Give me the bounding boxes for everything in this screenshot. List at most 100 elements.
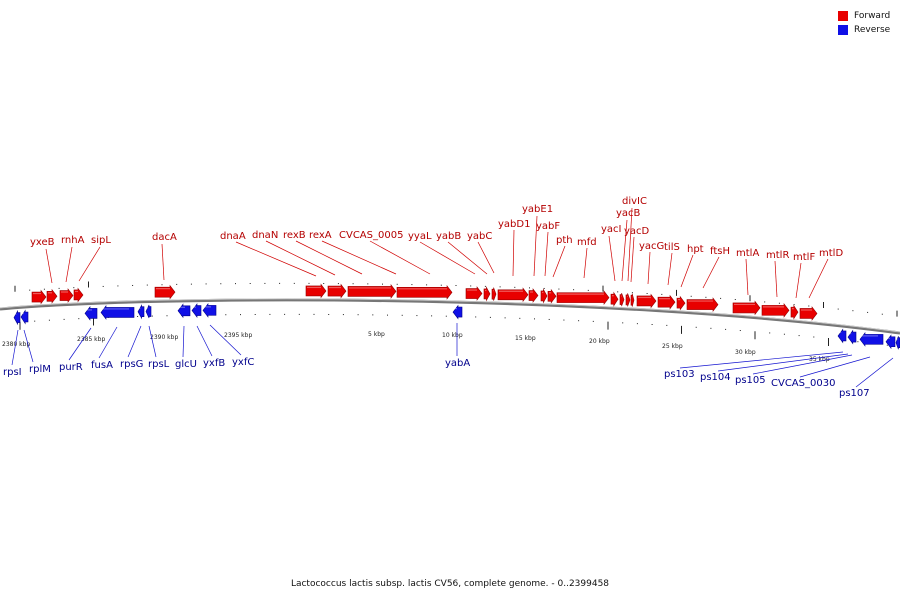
forward-leader-line (680, 254, 694, 288)
reverse-gene-arrow (20, 309, 29, 325)
forward-gene-label[interactable]: rnhA (61, 235, 85, 246)
reverse-gene-label[interactable]: fusA (91, 360, 113, 371)
strand-legend: Forward Reverse (838, 9, 890, 37)
forward-gene-label[interactable]: mfd (577, 237, 597, 248)
forward-gene-arrow (556, 290, 610, 306)
forward-leader-line (702, 256, 720, 289)
scale-label: 20 kbp (589, 338, 610, 345)
forward-gene-arrow (636, 293, 657, 309)
scale-labels: 2380 kbp 2385 kbp 2390 kbp 2395 kbp 5 kb… (2, 331, 830, 363)
reverse-leader-line (799, 356, 871, 378)
forward-gene-label[interactable]: mtlF (793, 252, 815, 263)
forward-leader-line (533, 215, 538, 277)
forward-gene-label[interactable]: yabE1 (522, 204, 553, 215)
forward-gene-label[interactable]: dacA (152, 232, 177, 243)
forward-leader-line (583, 247, 588, 279)
reverse-gene-arrow (837, 328, 847, 344)
reverse-gene-label[interactable]: yxfB (203, 358, 225, 369)
forward-gene-arrow (619, 292, 625, 307)
forward-gene-arrow (686, 297, 719, 312)
reverse-leader-line (182, 325, 185, 358)
reverse-gene-label[interactable]: ps103 (664, 369, 695, 380)
forward-gene-label[interactable]: tilS (664, 242, 680, 253)
forward-gene-arrow (347, 284, 397, 299)
reverse-gene-label[interactable]: yxfC (232, 357, 254, 368)
reverse-gene-arrow (145, 304, 152, 319)
reverse-gene-arrow (191, 303, 202, 318)
forward-gene-label[interactable]: yacI (601, 224, 622, 235)
forward-leader-line (630, 236, 635, 283)
genome-backbone (0, 298, 900, 335)
forward-gene-label[interactable]: mtlR (766, 250, 789, 261)
reverse-gene-label[interactable]: rpsL (148, 359, 170, 370)
forward-leader-line (45, 248, 53, 284)
reverse-gene-label[interactable]: purR (59, 362, 83, 373)
scale-label: 2395 kbp (224, 332, 252, 339)
reverse-gene-label[interactable]: rpsG (120, 359, 143, 370)
reverse-leader-line (98, 326, 118, 359)
forward-gene-label[interactable]: mtlD (819, 248, 843, 259)
reverse-leader-line (196, 325, 213, 357)
scale-label: 2390 kbp (150, 334, 178, 341)
forward-gene-label[interactable]: yyaL (408, 231, 432, 242)
forward-gene-label[interactable]: yabB (436, 231, 461, 242)
forward-gene-arrow (497, 287, 529, 303)
reverse-gene-label[interactable]: yabA (445, 358, 470, 369)
forward-leader-line (667, 252, 673, 286)
forward-gene-label[interactable]: yacD (624, 226, 650, 237)
forward-gene-label[interactable]: yacG (639, 241, 664, 252)
gene-arrows (13, 283, 900, 350)
forward-gene-label[interactable]: dnaA (220, 231, 246, 242)
forward-gene-label[interactable]: rexB (283, 230, 306, 241)
legend-label: Forward (854, 11, 891, 21)
forward-gene-label[interactable]: mtlA (736, 248, 759, 259)
reverse-gene-label[interactable]: glcU (175, 359, 197, 370)
forward-gene-label[interactable]: CVCAS_0005 (339, 230, 403, 241)
reverse-swatch-icon (838, 25, 848, 35)
forward-gene-arrow (799, 306, 818, 321)
reverse-gene-arrow (177, 303, 191, 319)
forward-gene-label[interactable]: rexA (309, 230, 332, 241)
forward-gene-label[interactable]: sipL (91, 235, 111, 246)
scale-label: 2380 kbp (2, 341, 30, 348)
reverse-gene-label[interactable]: ps104 (700, 372, 731, 383)
scale-label: 25 kbp (662, 343, 683, 350)
forward-gene-arrow (528, 288, 539, 303)
forward-gene-label[interactable]: yacB (616, 208, 641, 219)
forward-leader-line (369, 240, 431, 275)
reverse-gene-label[interactable]: rpsI (3, 367, 22, 378)
reverse-gene-arrow (452, 304, 463, 320)
forward-gene-label[interactable]: yabF (536, 221, 560, 232)
forward-gene-arrow (465, 286, 483, 301)
reverse-gene-arrow (895, 336, 900, 350)
forward-gene-arrow (31, 289, 47, 305)
reverse-leader-line (679, 351, 844, 369)
reverse-gene-label[interactable]: ps105 (735, 375, 766, 386)
legend-item-reverse: Reverse (838, 23, 890, 37)
forward-gene-label[interactable]: yxeB (30, 237, 55, 248)
reverse-gene-label[interactable]: ps107 (839, 388, 870, 399)
reverse-gene-labels: rpsI rplM purR fusA rpsG rpsL glcU yxfB … (3, 357, 870, 399)
forward-gene-label[interactable]: divIC (622, 196, 647, 207)
forward-gene-label[interactable]: yabC (467, 231, 492, 242)
reverse-gene-arrow (137, 304, 145, 320)
reverse-leader-line (68, 327, 92, 361)
scale-label: 10 kbp (442, 332, 463, 339)
forward-gene-arrow (540, 288, 548, 304)
forward-gene-label[interactable]: hpt (687, 244, 704, 255)
reverse-gene-label[interactable]: rplM (29, 364, 51, 375)
label-leader-lines (11, 207, 894, 388)
forward-gene-arrow (732, 300, 761, 316)
forward-gene-label[interactable]: yabD1 (498, 219, 530, 230)
forward-gene-label[interactable]: dnaN (252, 230, 278, 241)
reverse-gene-arrow (885, 334, 896, 350)
reverse-gene-label[interactable]: CVCAS_0030 (771, 378, 835, 389)
forward-gene-label[interactable]: ftsH (710, 246, 730, 257)
forward-gene-arrow (610, 291, 619, 307)
reverse-leader-line (855, 357, 894, 388)
forward-gene-arrow (154, 284, 176, 300)
forward-gene-label[interactable]: pth (556, 235, 573, 246)
legend-item-forward: Forward (838, 9, 890, 23)
